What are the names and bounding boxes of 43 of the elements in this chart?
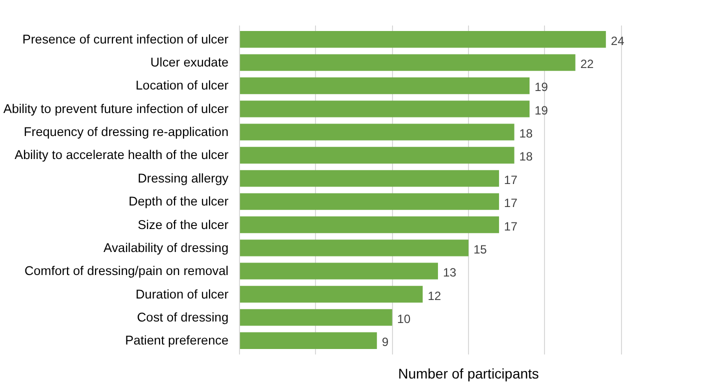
- data-label: 17: [504, 196, 518, 210]
- bar: [240, 54, 576, 71]
- bar: [240, 146, 514, 164]
- y-tick-label: Cost of dressing: [137, 310, 229, 324]
- bar: [240, 286, 423, 303]
- y-tick-label: Ability to prevent future infection of ulcer: [3, 102, 229, 116]
- data-label: 22: [580, 57, 594, 72]
- bar: [240, 240, 468, 256]
- y-tick-label: Availability of dressing: [104, 240, 229, 255]
- data-label: 9: [382, 335, 389, 350]
- y-tick-label: Depth of the ulcer: [128, 194, 229, 209]
- bar: [240, 309, 392, 326]
- data-label: 17: [504, 219, 518, 234]
- y-tick-label: Presence of current infection of ulcer: [22, 32, 229, 46]
- bar: [240, 262, 438, 280]
- data-label: 13: [442, 266, 457, 280]
- y-tick-label: Frequency of dressing re-application: [24, 125, 228, 140]
- data-label: 12: [428, 288, 442, 303]
- y-tick-label: Size of the ulcer: [138, 218, 229, 232]
- y-tick-label: Ulcer exudate: [150, 56, 229, 70]
- y-tick-label: Location of ulcer: [136, 78, 229, 93]
- data-label: 15: [474, 242, 488, 256]
- bar: [240, 124, 514, 140]
- data-label: 17: [504, 172, 518, 187]
- data-label: 18: [519, 126, 533, 141]
- data-label: 18: [519, 150, 533, 164]
- y-tick-label: Patient preference: [125, 334, 229, 348]
- y-tick-label: Duration of ulcer: [136, 287, 228, 302]
- bar: [240, 216, 500, 234]
- bar: [240, 193, 500, 210]
- bar: [240, 100, 530, 118]
- bar: [240, 77, 530, 94]
- data-label: 19: [534, 103, 548, 118]
- bar: [240, 31, 606, 48]
- data-label: 19: [534, 80, 548, 94]
- bar: [240, 332, 377, 349]
- x-axis-title: Number of participants: [398, 366, 539, 382]
- data-label: 10: [397, 312, 411, 326]
- data-label: 24: [610, 34, 625, 48]
- y-tick-label: Dressing allergy: [138, 171, 230, 186]
- y-tick-label: Comfort of dressing/pain on removal: [24, 264, 229, 278]
- bar: [240, 170, 500, 187]
- y-tick-label: Ability to accelerate health of the ulcer: [14, 148, 229, 162]
